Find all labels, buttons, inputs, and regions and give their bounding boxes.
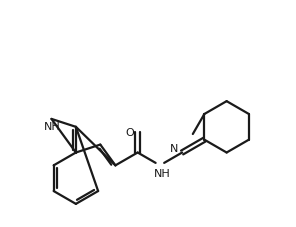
- Text: NH: NH: [154, 168, 170, 178]
- Text: NH: NH: [44, 121, 61, 131]
- Text: O: O: [126, 127, 134, 137]
- Text: N: N: [170, 143, 178, 153]
